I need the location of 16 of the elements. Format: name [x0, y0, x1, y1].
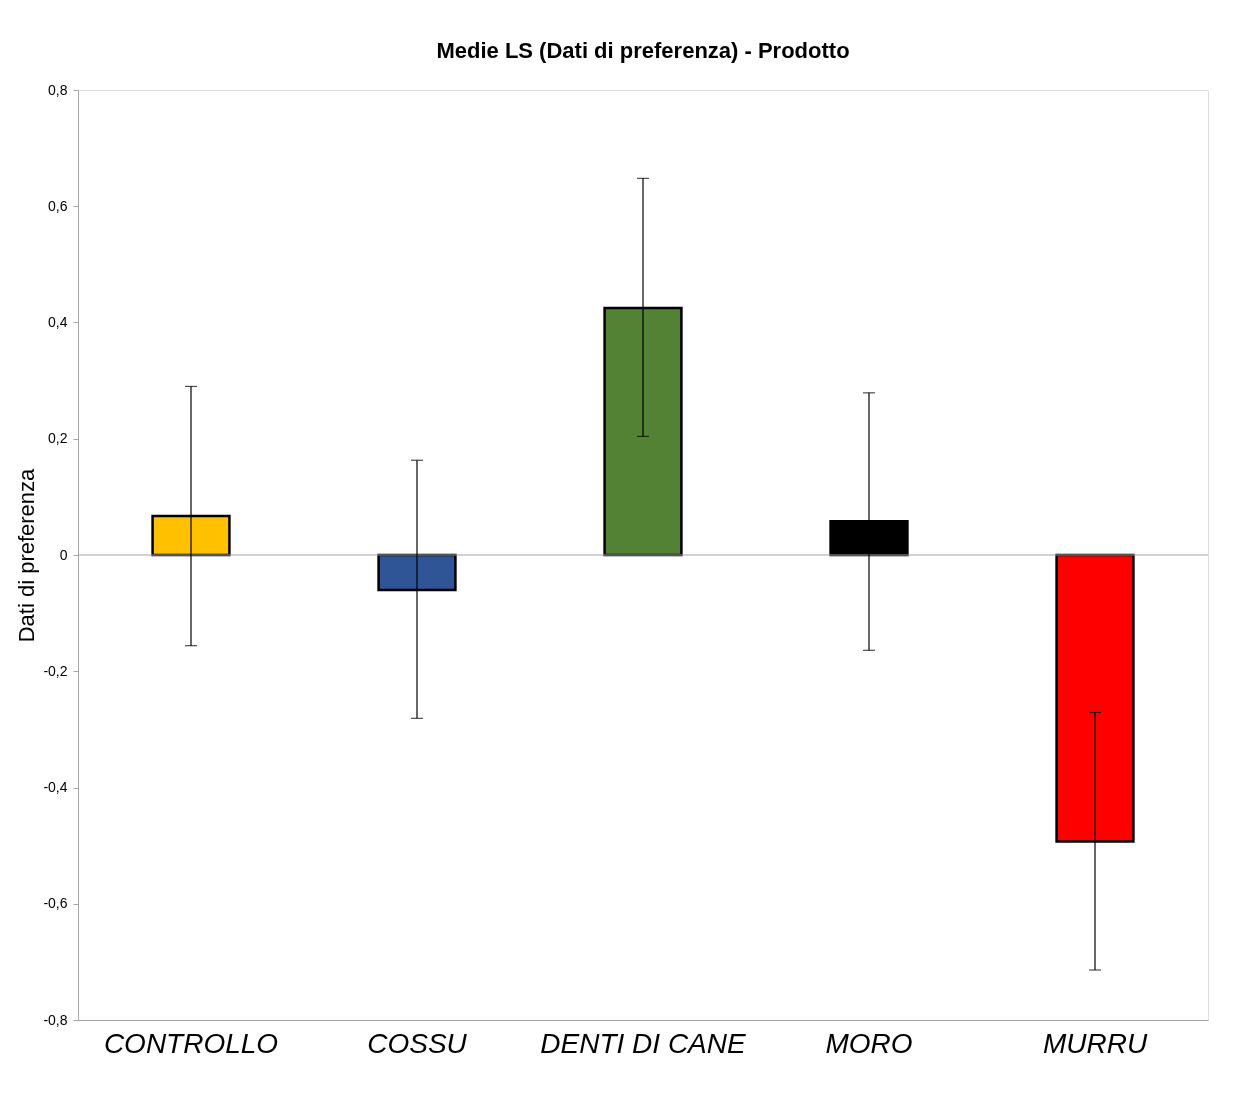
y-tick-label: 0,2	[48, 430, 68, 447]
y-axis-title: Dati di preferenza	[14, 467, 40, 643]
y-tick-label: 0	[59, 546, 68, 563]
y-tick-label: -0,2	[43, 662, 68, 679]
y-tick-label: -0,4	[43, 779, 68, 795]
y-tick-label: -0,6	[43, 895, 68, 912]
x-tick-label: MURRU	[1042, 1027, 1148, 1059]
y-tick-label: 0,8	[48, 81, 68, 98]
x-tick-label: CONTROLLO	[103, 1027, 279, 1059]
y-tick-label: 0,6	[48, 197, 68, 214]
y-tick-label: -0,8	[43, 1011, 68, 1028]
x-tick-label: DENTI DI CANE	[540, 1027, 746, 1059]
x-tick-label: COSSU	[367, 1027, 468, 1059]
chart-title: Medie LS (Dati di preferenza) - Prodotto	[436, 38, 850, 63]
x-tick-label: MORO	[825, 1027, 913, 1059]
y-tick-label: 0,4	[48, 314, 68, 330]
